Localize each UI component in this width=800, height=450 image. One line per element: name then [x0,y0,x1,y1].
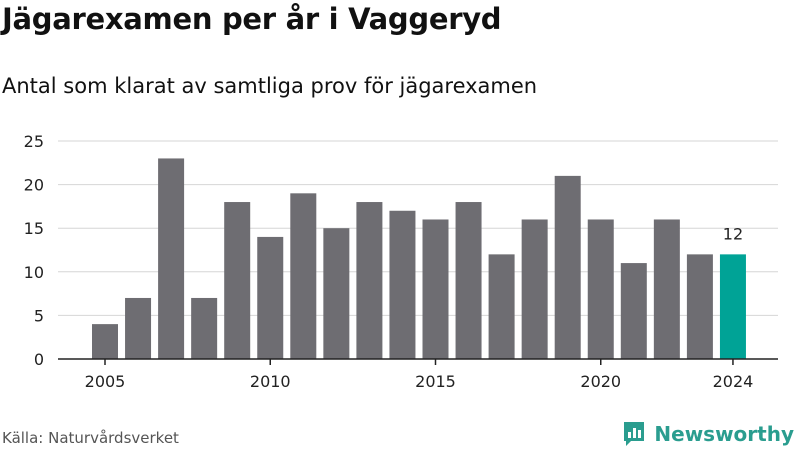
source-note: Källa: Naturvårdsverket [2,429,179,447]
bar [554,175,581,359]
bar [389,210,416,359]
bar [587,219,614,359]
chart-subtitle: Antal som klarat av samtliga prov för jä… [2,74,538,98]
bar [653,219,680,359]
bar [158,158,185,359]
bar [191,297,218,359]
bar-chart: 0 5 10 15 20 25 2005 2010 2015 2020 2024 12 [24,132,778,391]
data-label: 12 [723,224,743,243]
bar [224,202,251,359]
bar [422,219,449,359]
bar [92,324,118,359]
x-tick-label: 2020 [580,372,621,391]
bar [323,228,350,359]
x-tick-label: 2005 [85,372,126,391]
bar [455,202,482,359]
chart-title: Jägarexamen per år i Vaggeryd [2,2,502,36]
bar [620,263,647,359]
x-tick-label: 2010 [250,372,291,391]
brand-logo: Newsworthy [622,420,794,448]
y-tick-label: 25 [24,132,44,151]
y-tick-label: 20 [24,176,44,195]
y-tick-label: 10 [24,263,44,282]
brand-name: Newsworthy [654,422,794,446]
bar [356,202,383,359]
x-tick-label: 2015 [415,372,456,391]
newsworthy-logo-icon [624,422,645,446]
y-tick-label: 15 [24,219,44,238]
bar [290,193,317,359]
y-tick-label: 0 [34,350,44,369]
bar [686,254,713,359]
bar [125,297,152,359]
bar [719,254,746,359]
bar [488,254,515,359]
x-tick-label: 2024 [713,372,754,391]
bar [521,219,548,359]
y-tick-label: 5 [34,306,44,325]
bar [257,236,284,359]
